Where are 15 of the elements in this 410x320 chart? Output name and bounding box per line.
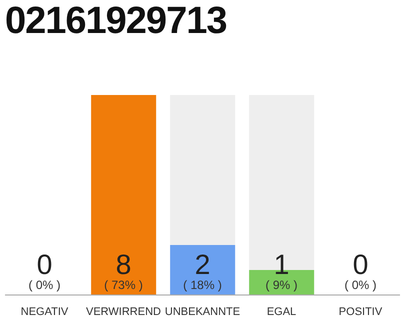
x-tick-label: POSITIV xyxy=(338,306,383,318)
data-label: 0 xyxy=(352,249,368,280)
annotation: ( 18% ) xyxy=(183,278,222,292)
annotation: ( 0% ) xyxy=(344,278,377,292)
x-tick-label: NEGATIV xyxy=(20,306,69,318)
data-label: 8 xyxy=(116,249,132,280)
annotation: ( 9% ) xyxy=(265,278,298,292)
annotation: ( 0% ) xyxy=(28,278,61,292)
data-label: 0 xyxy=(36,249,52,280)
x-tick-label: VERWIRREND xyxy=(86,306,162,318)
data-label: 2 xyxy=(194,249,210,280)
x-tick-label: UNBEKANNTE xyxy=(164,306,240,318)
chart-title: 02161929713 xyxy=(5,0,226,43)
annotation: ( 73% ) xyxy=(104,278,143,292)
x-tick-label: EGAL xyxy=(266,306,296,318)
